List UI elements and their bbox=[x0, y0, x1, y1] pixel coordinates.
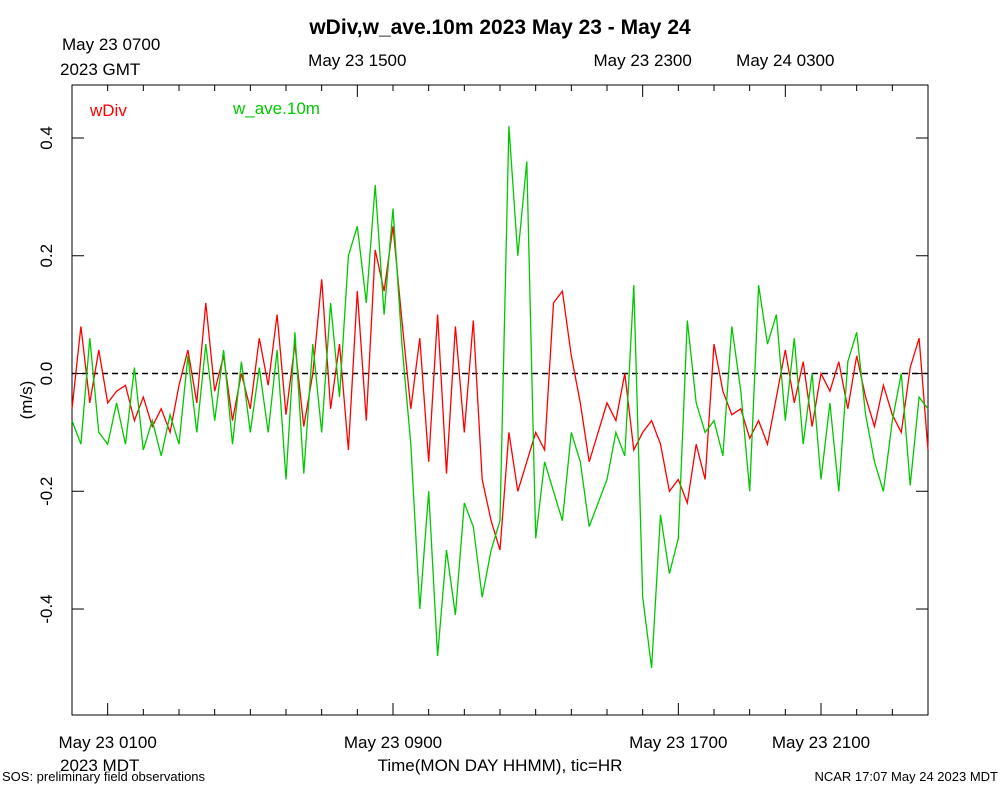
bottom-tick-label: May 23 1700 bbox=[629, 733, 727, 752]
bottom-tick-label: May 23 2100 bbox=[772, 733, 870, 752]
series-line-wdiv bbox=[71, 226, 929, 551]
top-tick-label: May 23 2300 bbox=[594, 51, 692, 70]
bottom-tick-label: May 23 0900 bbox=[344, 733, 442, 752]
y-tick-label: 0.2 bbox=[37, 244, 56, 268]
chart-title: wDiv,w_ave.10m 2023 May 23 - May 24 bbox=[308, 16, 691, 39]
x-axis-label: Time(MON DAY HHMM), tic=HR bbox=[378, 756, 623, 775]
y-tick-label: -0.2 bbox=[37, 477, 56, 506]
y-tick-label: 0.0 bbox=[37, 362, 56, 386]
y-tick-label: 0.4 bbox=[37, 126, 56, 150]
bottom-year-label: 2023 MDT bbox=[60, 756, 139, 775]
top-year-label: 2023 GMT bbox=[60, 60, 140, 79]
legend-entry-w-ave-10m: w_ave.10m bbox=[232, 99, 320, 118]
top-tick-label: May 23 0700 bbox=[62, 35, 160, 54]
footer-right: NCAR 17:07 May 24 2023 MDT bbox=[814, 769, 998, 784]
y-axis-label: (m/s) bbox=[17, 381, 36, 420]
legend-entry-wdiv: wDiv bbox=[89, 101, 127, 120]
top-tick-label: May 23 1500 bbox=[308, 51, 406, 70]
series-line-w-ave-10m bbox=[71, 126, 929, 668]
footer-left: SOS: preliminary field observations bbox=[2, 769, 206, 784]
top-tick-label: May 24 0300 bbox=[736, 51, 834, 70]
bottom-tick-label: May 23 0100 bbox=[59, 733, 157, 752]
y-tick-label: -0.4 bbox=[37, 594, 56, 623]
